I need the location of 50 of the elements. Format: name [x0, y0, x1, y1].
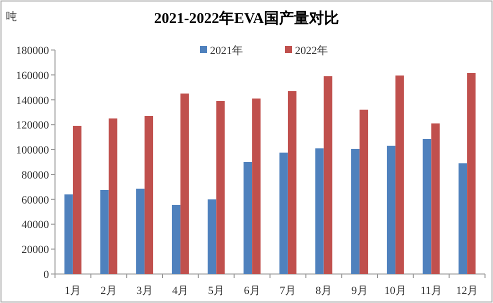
- y-tick-label: 140000: [16, 94, 50, 107]
- y-tick-label: 160000: [16, 70, 50, 82]
- bar: [244, 162, 252, 274]
- y-tick-label: 40000: [22, 219, 50, 232]
- bar: [315, 148, 324, 274]
- bar: [108, 118, 118, 274]
- y-tick-label: 0: [44, 269, 50, 281]
- x-tick-label: 1月: [64, 285, 82, 297]
- bar: [64, 194, 73, 274]
- bar: [386, 146, 396, 274]
- bar: [172, 204, 180, 274]
- bar: [360, 110, 368, 274]
- bar: [216, 101, 225, 274]
- y-tick-label: 120000: [16, 120, 50, 132]
- bar: [252, 98, 261, 274]
- bar: [72, 126, 82, 274]
- bar: [395, 76, 404, 274]
- x-tick-label: 8月: [316, 285, 332, 297]
- x-tick-label: 3月: [136, 285, 153, 297]
- bar: [144, 116, 154, 274]
- y-tick-label: 100000: [16, 144, 50, 157]
- chart-title: 2021-2022年EVA国产量对比: [154, 10, 339, 27]
- bar: [136, 188, 145, 274]
- bar: [458, 163, 468, 274]
- bar: [100, 190, 109, 274]
- x-tick-label: 11月: [420, 285, 442, 297]
- bar: [431, 123, 440, 274]
- legend-label: 2021年: [210, 45, 243, 57]
- x-tick-label: 7月: [280, 285, 296, 297]
- x-tick-label: 10月: [384, 285, 406, 297]
- bar: [422, 138, 432, 274]
- y-tick-label: 180000: [16, 45, 50, 57]
- x-tick-label: 6月: [244, 285, 260, 297]
- x-tick-label: 9月: [351, 285, 368, 297]
- y-axis-title: 吨: [6, 10, 17, 23]
- bar: [180, 94, 189, 274]
- bar: [288, 91, 296, 274]
- x-tick-label: 5月: [208, 285, 224, 297]
- x-tick-label: 2月: [100, 285, 117, 297]
- bar: [351, 148, 360, 274]
- y-tick-label: 20000: [22, 244, 50, 256]
- y-tick-label: 60000: [22, 194, 50, 206]
- bar: [324, 76, 332, 274]
- x-tick-label: 12月: [456, 285, 478, 297]
- x-tick-label: 4月: [172, 285, 189, 297]
- bar: [208, 199, 216, 274]
- y-tick-label: 80000: [22, 169, 50, 182]
- bar: [467, 73, 476, 274]
- bar: [279, 152, 288, 274]
- legend-label: 2022年: [295, 45, 328, 57]
